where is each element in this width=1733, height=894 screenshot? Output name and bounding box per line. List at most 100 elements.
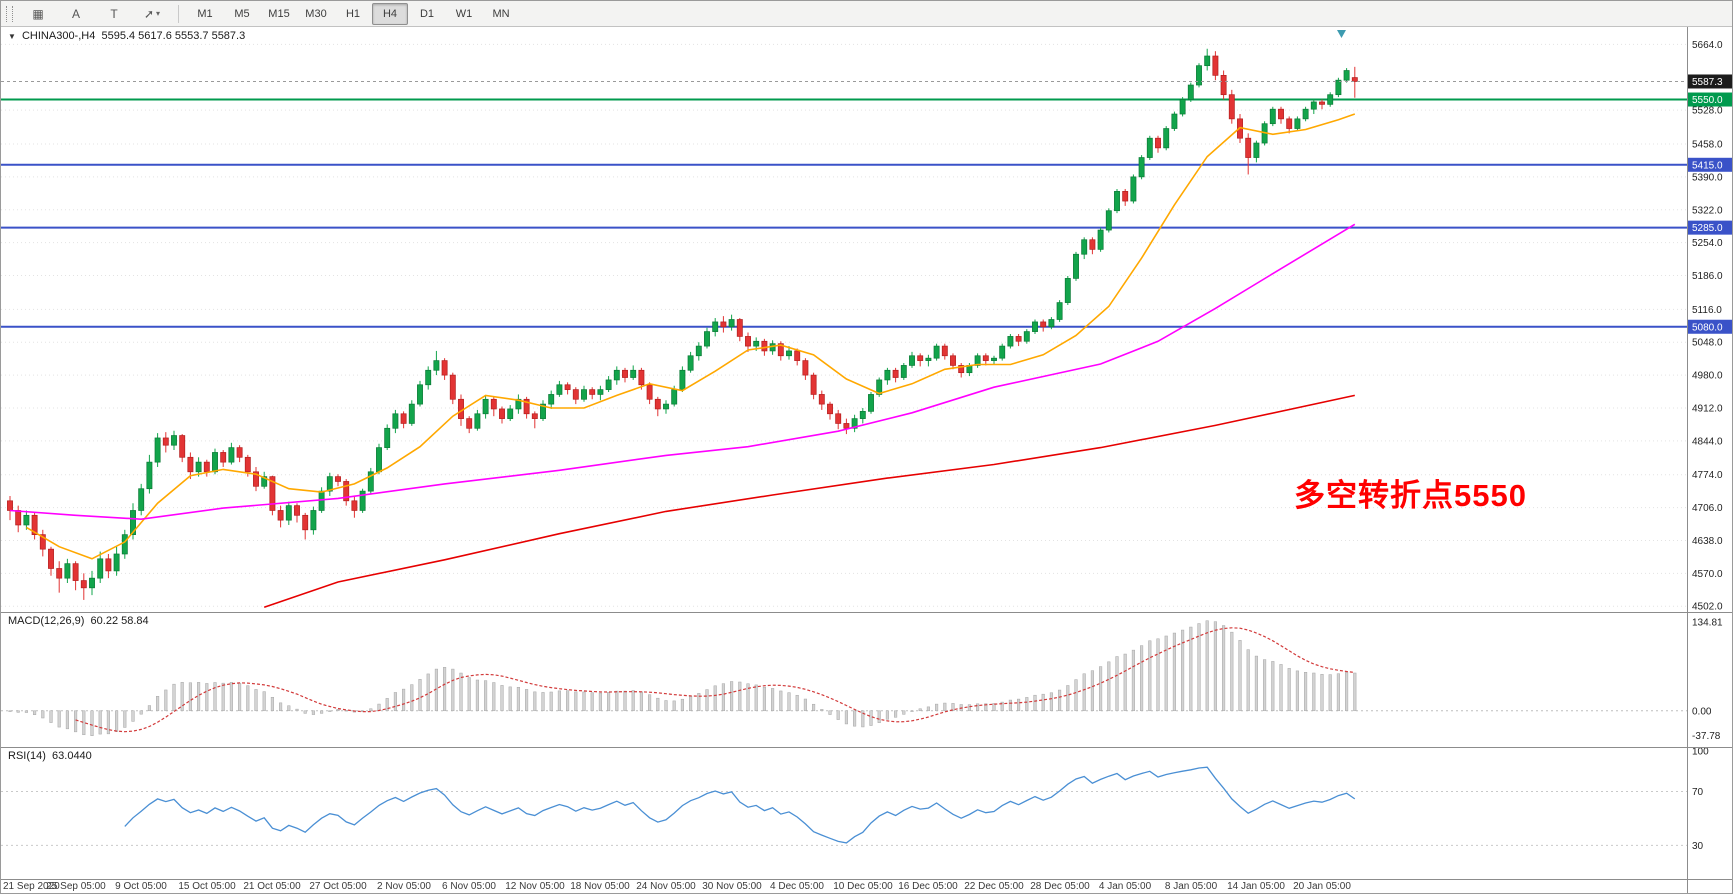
time-axis[interactable]: 21 Sep 2020 25 Sep 05:00 9 Oct 05:00 15 Oct… — [1, 879, 1732, 893]
time-axis-label: 6 Nov 05:00 — [442, 881, 496, 892]
timeframe-h1-button[interactable]: H1 — [345, 7, 361, 20]
panel-separator[interactable] — [1, 612, 1732, 613]
macd-bar — [525, 689, 529, 712]
macd-bar — [1172, 632, 1176, 712]
chart-shift-marker[interactable] — [1337, 30, 1346, 38]
macd-bar — [1025, 697, 1029, 712]
macd-bar — [1000, 701, 1004, 712]
symbol-dropdown-icon[interactable]: ▼ — [8, 32, 16, 41]
main-chart-canvas[interactable]: 5664.0 5528.0 5458.0 5390.0 5322.0 5254.0 5186… — [1, 27, 1733, 612]
candle-body — [794, 350, 801, 361]
price-axis-label: 4706.0 — [1692, 503, 1723, 514]
timeframe-d1-button[interactable]: D1 — [419, 7, 435, 20]
timeframe-m30-button[interactable]: M30 — [305, 7, 327, 20]
candle-body — [1155, 137, 1161, 149]
macd-bar — [393, 692, 397, 712]
candle-body — [884, 369, 891, 381]
macd-bar — [951, 703, 955, 712]
candle-body — [1097, 229, 1104, 250]
time-axis-label: 21 Oct 05:00 — [243, 881, 301, 892]
candle-body — [1343, 70, 1350, 81]
rsi-canvas[interactable]: 100 70 30 — [1, 747, 1733, 879]
candle-body — [605, 379, 612, 390]
macd-bar — [402, 688, 406, 712]
candle-body — [376, 447, 382, 473]
macd-bar — [1197, 623, 1201, 712]
dropdown-caret-icon: ▾ — [156, 9, 161, 18]
price-axis-divider[interactable] — [1687, 27, 1688, 893]
macd-bar — [205, 683, 209, 712]
candle-body — [1212, 55, 1219, 76]
candle-body — [851, 418, 858, 429]
candle-body — [1023, 331, 1030, 342]
chart-annotation-text[interactable]: 多空转折点5550 — [1294, 478, 1527, 513]
macd-bar — [254, 689, 258, 712]
candle-body — [130, 510, 136, 535]
toolbar-gripper[interactable] — [6, 5, 13, 22]
macd-bar — [1164, 635, 1168, 712]
candle-body — [876, 379, 883, 395]
candle-body — [581, 389, 587, 400]
rsi-panel: RSI(14) 63.0440 100 70 30 — [1, 747, 1733, 879]
candle-body — [7, 500, 13, 511]
candle-body — [1089, 239, 1096, 250]
timeframe-m1-button[interactable]: M1 — [197, 7, 213, 20]
rsi-label: RSI(14) 63.0440 — [8, 750, 92, 762]
candle-body — [622, 369, 628, 378]
macd-bar — [1246, 649, 1250, 712]
candle-body — [654, 398, 661, 410]
macd-bar — [828, 710, 832, 715]
price-axis-label: 4912.0 — [1692, 403, 1723, 414]
macd-bar — [730, 681, 734, 712]
candle-body — [236, 447, 243, 458]
macd-bar — [992, 703, 996, 712]
macd-bar — [984, 703, 988, 712]
candle-body — [417, 384, 423, 405]
grid-icon-button[interactable]: ▦ — [32, 6, 44, 21]
text-box-icon-button[interactable]: T — [110, 6, 118, 21]
text-label-icon-button[interactable]: A — [71, 6, 80, 21]
candle-body — [704, 331, 710, 347]
macd-bar — [598, 692, 602, 712]
main-chart-panel: ▼ CHINA300-,H4 5595.4 5617.6 5553.7 5587… — [1, 27, 1733, 612]
candle-body — [999, 345, 1006, 359]
ma-slow-line — [263, 394, 1355, 608]
macd-bar — [311, 710, 315, 715]
candle-body — [203, 461, 210, 473]
panel-separator[interactable] — [1, 747, 1732, 748]
timeframe-mn-button[interactable]: MN — [492, 7, 510, 20]
timeframe-h4-button[interactable]: H4 — [372, 2, 408, 25]
candle-body — [786, 350, 792, 357]
rsi-axis-label: 30 — [1692, 841, 1704, 852]
macd-bar — [902, 710, 906, 715]
candle-body — [482, 398, 489, 415]
timeframe-m15-button[interactable]: M15 — [268, 7, 290, 20]
candle-body — [408, 403, 415, 424]
candle-body — [663, 403, 669, 410]
macd-bar — [566, 690, 570, 712]
candle-body — [244, 456, 251, 473]
candle-body — [745, 336, 751, 347]
macd-bar — [106, 710, 110, 735]
time-axis-label: 25 Sep 05:00 — [46, 881, 106, 892]
candle-body — [326, 476, 333, 492]
macd-bar — [779, 690, 783, 712]
macd-bar — [1328, 674, 1332, 712]
price-badge — [1688, 220, 1732, 235]
macd-bar — [238, 682, 242, 712]
macd-bar — [541, 692, 545, 712]
price-badge-label: 5285.0 — [1692, 223, 1723, 234]
candle-body — [1286, 118, 1293, 129]
timeframe-w1-button[interactable]: W1 — [455, 7, 473, 20]
macd-bar — [221, 682, 225, 712]
rsi-line — [124, 766, 1356, 844]
macd-bar — [279, 702, 283, 712]
macd-canvas[interactable]: 134.81 0.00 -37.78 — [1, 612, 1733, 747]
macd-bar — [98, 710, 102, 735]
candles-layer — [7, 48, 1358, 600]
macd-bar — [1320, 674, 1324, 712]
macd-bar — [295, 708, 299, 712]
timeframe-m5-button[interactable]: M5 — [234, 7, 250, 20]
draw-arrow-icon-button[interactable]: ➚ ▾ — [143, 6, 161, 21]
macd-bar — [705, 689, 709, 712]
